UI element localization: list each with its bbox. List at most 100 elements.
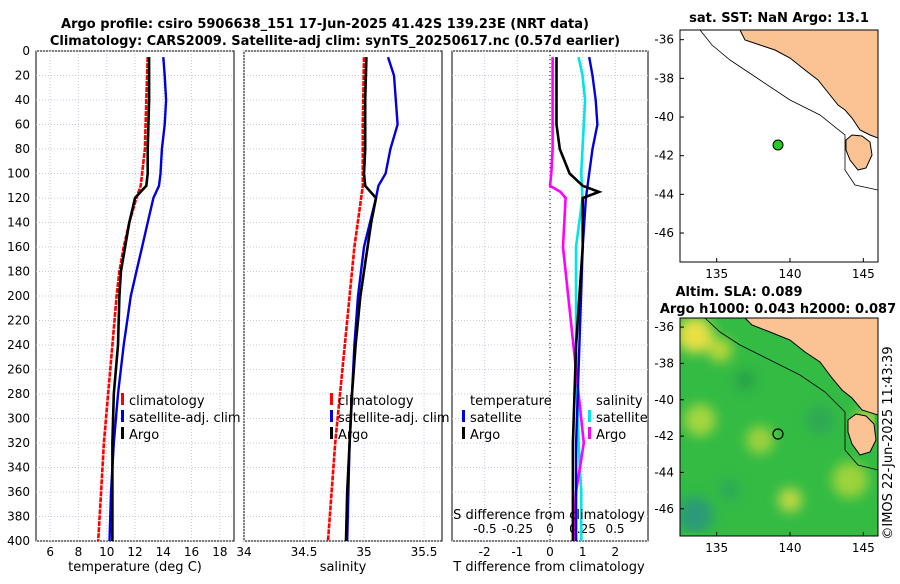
sla-anomaly xyxy=(680,318,713,353)
x-tick-label: 18 xyxy=(212,545,227,559)
bathymetry-contour xyxy=(699,30,878,191)
x-tick-label: 35 xyxy=(356,545,371,559)
sla-anomaly xyxy=(684,404,716,436)
y-tick-label: 260 xyxy=(7,363,30,377)
map-y-tick-label: -42 xyxy=(654,149,674,163)
y-tick-label: 20 xyxy=(15,69,30,83)
salinity-xlabel: salinity xyxy=(320,560,367,575)
legend-swatch-t-satellite xyxy=(462,410,465,422)
bathymetry-contour xyxy=(704,318,878,471)
difference-xlabel: T difference from climatology xyxy=(452,560,645,575)
map-y-tick-label: -40 xyxy=(654,110,674,124)
land-mass xyxy=(739,30,878,139)
figure-title-line2: Climatology: CARS2009. Satellite-adj cli… xyxy=(50,34,620,49)
x-tick-label: 1 xyxy=(579,545,587,559)
map-x-tick-label: 140 xyxy=(779,267,802,281)
legend-label: Argo xyxy=(338,428,368,443)
y-tick-label: 100 xyxy=(7,167,30,181)
s-tick-label: 0.5 xyxy=(605,522,624,536)
y-tick-label: 400 xyxy=(7,534,30,548)
sla-map-title1: Altim. SLA: 0.089 xyxy=(676,285,803,300)
argo-location-marker xyxy=(772,139,784,151)
credit-text: ©IMOS 22-Jun-2025 11:43:39 xyxy=(881,346,896,539)
legend-swatch-climatology xyxy=(121,393,124,405)
y-tick-label: 320 xyxy=(7,436,30,450)
temperature-xlabel: temperature (deg C) xyxy=(68,560,202,575)
s-difference-label: S difference from climatology xyxy=(453,508,645,523)
y-tick-label: 220 xyxy=(7,314,30,328)
map-y-tick-label: -40 xyxy=(654,393,674,407)
y-tick-label: 140 xyxy=(7,216,30,230)
t-satellite-line xyxy=(574,56,599,541)
x-tick-label: 6 xyxy=(46,545,54,559)
y-tick-label: 300 xyxy=(7,412,30,426)
legend-swatch-t-argo xyxy=(462,427,465,439)
legend-label: satellite xyxy=(470,411,522,426)
map-y-tick-label: -38 xyxy=(654,71,674,85)
sla-anomaly xyxy=(746,426,774,454)
sst-map-title: sat. SST: NaN Argo: 13.1 xyxy=(689,11,869,26)
gridlines xyxy=(36,50,648,542)
sla-map-title2: Argo h1000: 0.043 h2000: 0.087 xyxy=(660,302,896,317)
sst-map-content xyxy=(699,30,878,191)
x-tick-label: 35.5 xyxy=(411,545,438,559)
land-mass xyxy=(744,318,878,416)
y-tick-label: 0 xyxy=(22,44,30,58)
legend-swatch-argo xyxy=(121,427,124,439)
x-tick-label: 34.5 xyxy=(291,545,318,559)
climatology-line xyxy=(326,57,366,542)
sla-map-frame xyxy=(679,317,879,537)
legend-swatch-satellite xyxy=(121,410,124,422)
sla-anomaly xyxy=(708,338,732,362)
tasmania xyxy=(847,413,877,456)
legend-swatch-s-argo xyxy=(588,427,591,439)
s-tick-label: -0.25 xyxy=(502,522,533,536)
map-x-tick-label: 145 xyxy=(852,267,875,281)
argo-line xyxy=(111,57,151,541)
map-y-tick-label: -44 xyxy=(654,187,674,201)
y-tick-label: 240 xyxy=(7,338,30,352)
map-y-tick-label: -38 xyxy=(654,356,674,370)
x-tick-labels: 6 8 10 12 14 16 18 34 34.5 35 35.5 -2 -1 0 1 2-0.5 -0.25… xyxy=(46,522,624,559)
map-y-tick-label: -42 xyxy=(654,429,674,443)
x-tick-label: 10 xyxy=(99,545,114,559)
salinity-legend: climatology satellite-adj. clim Argo xyxy=(330,393,450,443)
sla-anomaly xyxy=(806,406,834,434)
map-y-tick-label: -44 xyxy=(654,465,674,479)
sla-heatmap xyxy=(680,318,878,536)
map-x-tick-label: 135 xyxy=(705,267,728,281)
x-tick-label: 12 xyxy=(127,545,142,559)
map-y-tick-label: -46 xyxy=(654,226,674,240)
y-tick-label: 360 xyxy=(7,485,30,499)
profile-lines xyxy=(96,56,603,542)
x-tick-label: 16 xyxy=(184,545,199,559)
sla-blobs xyxy=(680,318,875,533)
figure-title-line1: Argo profile: csiro 5906638_151 17-Jun-2… xyxy=(61,17,589,32)
s-argo-line xyxy=(548,57,586,542)
legend-label: climatology xyxy=(129,394,205,409)
sst-map-ticks: 135 140 145 -36 -38 -40 -42 -44 -46 xyxy=(654,33,874,281)
x-tick-label: 34 xyxy=(236,545,251,559)
legend-label: Argo xyxy=(129,428,159,443)
legend-label: Argo xyxy=(470,428,500,443)
sla-anomaly xyxy=(778,488,802,512)
x-tick-label: -1 xyxy=(511,545,523,559)
legend-swatch-argo xyxy=(330,427,333,439)
y-tick-label: 120 xyxy=(7,191,30,205)
legend-swatch-satellite xyxy=(330,410,333,422)
y-tick-label: 340 xyxy=(7,461,30,475)
legend-label: salinity xyxy=(596,394,643,409)
sla-anomaly xyxy=(735,370,755,390)
s-tick-label: -0.5 xyxy=(473,522,496,536)
difference-legend: temperature satellite Argo salinity sate… xyxy=(462,394,648,443)
y-tick-label: 280 xyxy=(7,387,30,401)
legend-label: temperature xyxy=(470,394,552,409)
legend-label: satellite-adj. clim xyxy=(338,411,450,426)
legend-swatch-s-satellite xyxy=(588,410,591,422)
legend-label: climatology xyxy=(338,394,414,409)
x-tick-label: 0 xyxy=(546,545,554,559)
argo-line xyxy=(344,57,378,542)
map-x-tick-label: 145 xyxy=(852,541,875,555)
y-tick-label: 160 xyxy=(7,240,30,254)
legend-label: satellite xyxy=(596,411,648,426)
